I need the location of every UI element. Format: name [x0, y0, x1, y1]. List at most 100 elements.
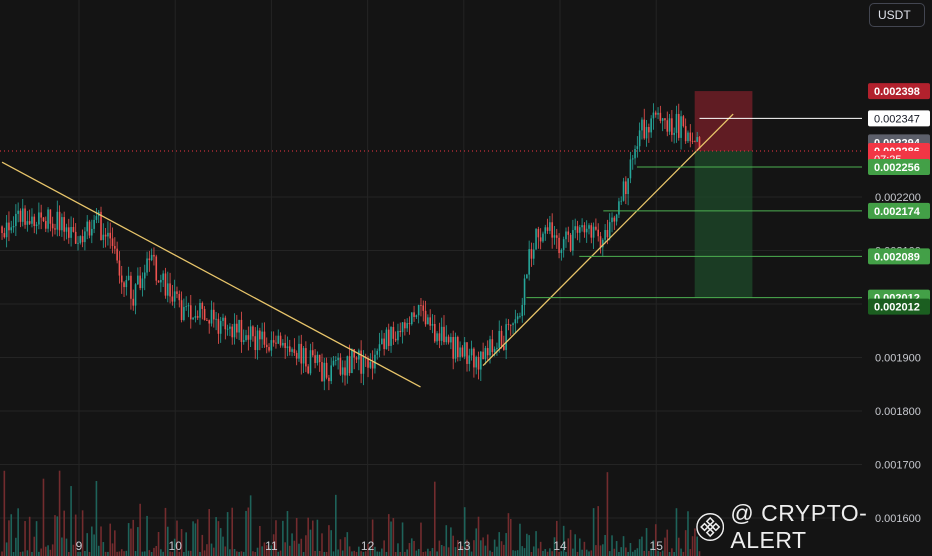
candle-body	[424, 310, 427, 325]
candle-body	[286, 346, 289, 348]
candle-body	[507, 324, 510, 325]
candle-body	[321, 362, 323, 382]
candle-body	[367, 358, 369, 368]
volume-bar	[422, 551, 425, 556]
volume-bar	[219, 528, 222, 556]
candle-body	[12, 226, 15, 228]
volume-bar	[12, 551, 15, 556]
candle-body	[636, 146, 639, 149]
stop-loss-zone	[694, 91, 753, 151]
volume-bar	[215, 517, 217, 556]
candle-body	[463, 342, 466, 357]
candle-body	[217, 318, 220, 334]
candle-body	[330, 365, 332, 382]
volume-bar	[123, 551, 125, 556]
volume-bar	[229, 549, 231, 556]
volume-bar	[696, 536, 698, 556]
candle-body	[415, 315, 418, 317]
volume-bar	[256, 547, 259, 556]
take-profit-zone	[694, 150, 753, 298]
candle-body	[613, 217, 616, 222]
volume-bar	[3, 470, 6, 556]
volume-bar	[381, 548, 383, 556]
price-label-target: 0.002089	[874, 251, 920, 263]
candle-body	[362, 357, 365, 374]
volume-bar	[383, 540, 385, 556]
candle-body	[480, 351, 482, 370]
volume-bar	[353, 550, 356, 556]
candle-body	[314, 355, 316, 363]
volume-bar	[530, 552, 533, 556]
currency-button[interactable]: USDT	[869, 3, 925, 27]
candle-body	[242, 340, 245, 343]
candle-body	[178, 293, 181, 301]
y-tick-label: 0.001700	[875, 460, 921, 472]
volume-bar	[162, 551, 164, 556]
candle-body	[634, 148, 636, 159]
volume-bar	[118, 551, 121, 556]
volume-bar	[645, 528, 648, 556]
candle-body	[652, 112, 655, 119]
volume-bar	[166, 526, 169, 556]
watermark-text: @ CRYPTO-ALERT	[730, 500, 868, 553]
volume-bar	[459, 546, 461, 556]
volume-bar	[489, 550, 491, 556]
volume-bar	[410, 538, 413, 556]
volume-bar	[164, 507, 167, 556]
volume-bar	[394, 551, 397, 556]
volume-bar	[298, 543, 300, 556]
volume-bar	[629, 543, 632, 556]
trendline	[482, 113, 734, 366]
volume-bar	[305, 535, 307, 556]
volume-bar	[208, 509, 211, 556]
volume-bar	[415, 550, 418, 556]
candle-body	[606, 230, 609, 238]
candle-body	[427, 317, 429, 325]
volume-bar	[47, 545, 49, 556]
candle-body	[316, 354, 319, 363]
volume-bar	[546, 551, 549, 556]
candle-body	[148, 258, 151, 261]
candle-body	[620, 200, 623, 202]
candle-body	[537, 229, 540, 238]
volume-bar	[369, 546, 372, 556]
volume-bar	[316, 519, 319, 556]
volume-bar	[28, 516, 31, 556]
volume-bar	[169, 551, 171, 556]
candle-body	[74, 231, 77, 244]
candle-body	[192, 317, 194, 320]
volume-bar	[367, 543, 369, 556]
candle-body	[81, 236, 84, 243]
volume-bar	[486, 534, 489, 556]
candle-body	[484, 348, 487, 360]
volume-bar	[341, 550, 344, 556]
candle-body	[337, 357, 339, 361]
candle-body	[611, 217, 613, 223]
volume-bar	[475, 528, 478, 556]
volume-bar	[638, 539, 641, 556]
candle-body	[369, 361, 372, 368]
volume-bar	[325, 551, 328, 556]
candle-body	[79, 236, 82, 243]
candle-body	[91, 228, 93, 236]
candle-body	[160, 279, 162, 283]
volume-bar	[371, 519, 374, 556]
price-label-target: 0.002174	[874, 206, 921, 218]
candle-body	[694, 141, 696, 143]
volume-bar	[38, 551, 40, 556]
volume-bar	[498, 532, 501, 556]
candle-body	[618, 201, 620, 215]
volume-bar	[509, 519, 512, 556]
candle-body	[224, 317, 227, 330]
volume-bar	[240, 551, 243, 556]
volume-bar	[512, 550, 514, 556]
candle-body	[355, 357, 358, 360]
volume-bar	[615, 541, 618, 556]
candle-body	[576, 226, 579, 233]
volume-bar	[318, 550, 321, 556]
candle-body	[54, 228, 56, 230]
x-tick-label: 15	[650, 539, 664, 553]
volume-bar	[10, 514, 13, 556]
candle-body	[65, 227, 68, 232]
